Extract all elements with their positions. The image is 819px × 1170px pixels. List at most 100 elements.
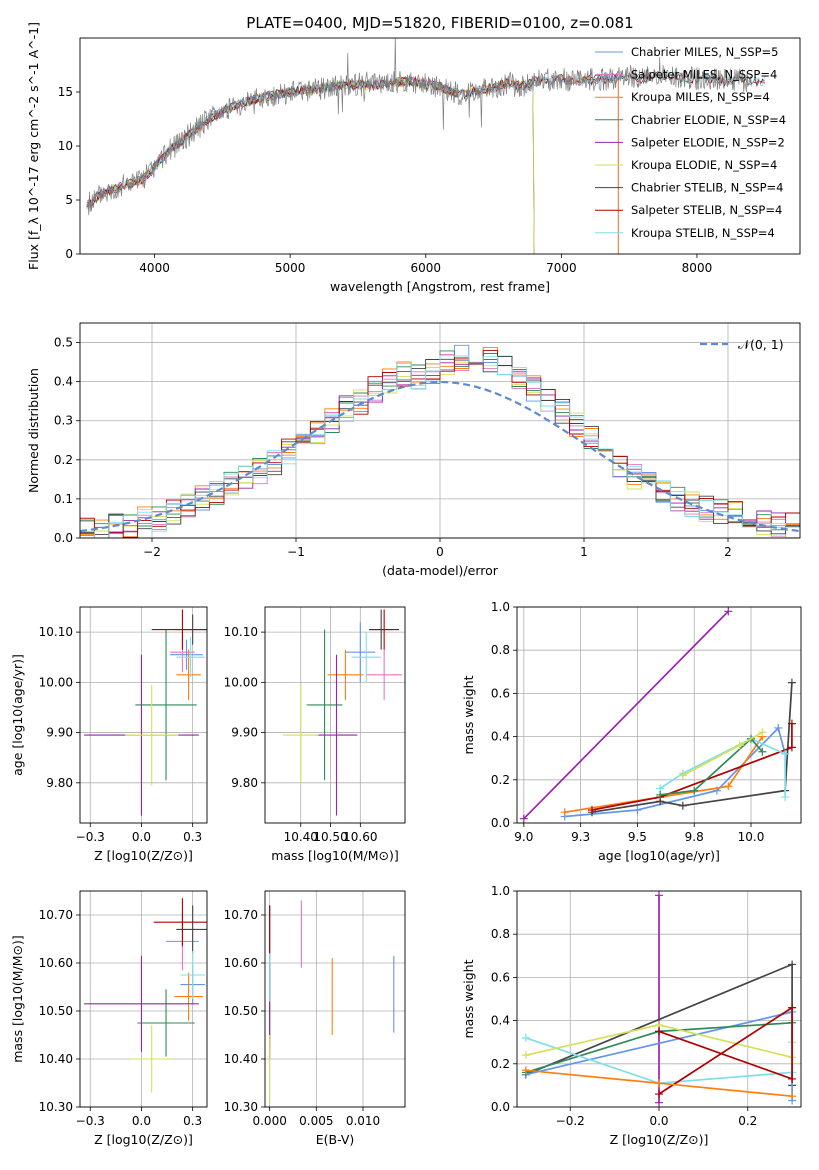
model-spectrum-line (86, 73, 619, 254)
legend-entry: Salpeter MILES, N_SSP=4 (631, 68, 777, 82)
x-tick-label: 0.2 (738, 1114, 757, 1128)
x-axis-label: Z [log10(Z/Z⊙)] (94, 848, 193, 863)
mass-weight-marker (655, 891, 663, 900)
legend-entry: Kroupa STELIB, N_SSP=4 (631, 226, 775, 240)
y-tick-label: 10.50 (224, 1004, 258, 1018)
mass-weight-vs-age-panel: 9.0 9.3 9.5 9.8 10.0 0.0 0.2 0.4 0.6 0.8 1.0 age [l… (461, 600, 802, 863)
plot-area (282, 609, 403, 816)
mass-vs-ebv-panel: 0.000 0.005 0.010 10.30 10.40 10.50 10.60 10.70… (224, 890, 406, 1147)
x-tick-label: 0.000 (252, 1114, 286, 1128)
mass-weight-marker (560, 808, 569, 817)
legend-entry: 𝒩(0, 1) (738, 337, 784, 352)
y-tick-label: 9.80 (231, 776, 258, 790)
y-axis-label: mass weight (461, 675, 476, 754)
y-tick-label: 0.3 (54, 414, 73, 428)
y-tick-label: 10.40 (224, 1052, 258, 1066)
plot-area (80, 344, 800, 538)
x-tick-label: −0.2 (556, 1114, 585, 1128)
x-axis-label: E(B-V) (316, 1132, 355, 1147)
y-tick-label: 0.0 (491, 1100, 510, 1114)
error-bar-point (176, 637, 205, 678)
x-axis-label: (data-model)/error (382, 563, 499, 578)
error-bar-point (131, 1025, 173, 1093)
mass-weight-marker (678, 771, 687, 780)
mass-weight-marker (758, 728, 767, 737)
mass-weight-marker (788, 1074, 797, 1083)
y-tick-label: 0.2 (491, 1057, 510, 1071)
x-tick-label: 9.0 (514, 830, 533, 844)
x-tick-label: 0.0 (132, 1114, 151, 1128)
mass-weight-marker (655, 1079, 663, 1088)
legend-entry: Chabrier MILES, N_SSP=5 (631, 45, 778, 59)
mass-vs-metallicity-panel: −0.3 0.0 0.3 10.30 10.40 10.50 10.60 10.70 Z [lo… (10, 890, 208, 1147)
y-axis-label: mass [log10(M/M⊙)] (10, 935, 25, 1063)
y-tick-label: 10.10 (224, 625, 258, 639)
mass-weight-marker (655, 1090, 663, 1099)
mass-weight-line (659, 737, 786, 798)
x-tick-label: 0.3 (183, 1114, 202, 1128)
error-bar-point (315, 654, 358, 816)
legend-entry: Salpeter STELIB, N_SSP=4 (631, 203, 782, 217)
gaussian-curve (80, 380, 800, 533)
error-bar-point (176, 649, 201, 700)
plot-area (269, 900, 395, 1103)
error-bar-point (137, 989, 195, 1057)
x-tick-label: 0 (436, 545, 444, 559)
y-tick-label: 0.2 (54, 453, 73, 467)
x-tick-label: 10.40 (284, 830, 318, 844)
mass-weight-vs-metallicity-panel: −0.2 0.0 0.2 0.0 0.2 0.4 0.6 0.8 1.0 Z [log10(Z/Z… (461, 884, 802, 1147)
y-tick-label: 10.10 (39, 625, 73, 639)
error-bar-point (345, 622, 376, 683)
y-tick-label: 10.00 (224, 675, 258, 689)
x-tick-label: 6000 (410, 261, 441, 275)
legend-entry: Kroupa ELODIE, N_SSP=4 (631, 158, 777, 172)
y-tick-label: 0.1 (54, 492, 73, 506)
y-tick-label: 0.6 (491, 970, 510, 984)
mass-weight-marker (587, 806, 596, 815)
figure-title: PLATE=0400, MJD=51820, FIBERID=0100, z=0… (246, 14, 633, 32)
mass-weight-line (591, 723, 793, 811)
y-tick-label: 0.4 (491, 730, 510, 744)
x-axis-label: Z [log10(Z/Z⊙)] (94, 1132, 193, 1147)
y-tick-label: 0.0 (54, 531, 73, 545)
x-tick-label: 0.0 (132, 830, 151, 844)
mass-weight-marker (781, 793, 790, 802)
histogram-step (80, 355, 800, 538)
error-bar-point (369, 609, 400, 650)
error-bar-point (306, 629, 343, 781)
x-tick-label: 4000 (139, 261, 170, 275)
error-bar-point (151, 609, 207, 650)
model-spectrum-line (86, 73, 619, 254)
y-axis-label: Normed distribution (26, 368, 41, 493)
y-tick-label: 9.90 (231, 726, 258, 740)
y-tick-label: 0.8 (491, 643, 510, 657)
observed-spectrum-line (86, 38, 752, 216)
y-tick-label: 10.00 (39, 675, 73, 689)
x-axis-label: Z [log10(Z/Z⊙)] (610, 1132, 709, 1147)
spectrum-panel: 4000 5000 6000 7000 8000 0 5 10 15 wavelength [An… (26, 22, 801, 294)
x-tick-label: 10.60 (343, 830, 377, 844)
mass-weight-marker (656, 790, 665, 799)
x-tick-label: 9.3 (571, 830, 590, 844)
x-axis-label: age [log10(age/yr)] (598, 848, 720, 863)
x-axis-label: wavelength [Angstrom, rest frame] (330, 279, 550, 294)
axes-frame (516, 606, 802, 824)
x-tick-label: −2 (143, 545, 161, 559)
axes-frame (264, 606, 406, 824)
mass-weight-marker (690, 786, 699, 795)
error-bar-point (351, 632, 382, 683)
error-bar-point (135, 629, 197, 781)
x-tick-label: 1 (580, 545, 588, 559)
y-axis-label: age [log10(age/yr)] (10, 654, 25, 776)
x-tick-label: 9.8 (685, 830, 704, 844)
mass-weight-line (523, 610, 729, 820)
y-tick-label: 0.4 (54, 375, 73, 389)
residuals-histogram-panel: −2 −1 0 1 2 0.0 0.1 0.2 0.3 0.4 0.5 (data-model)/er… (26, 322, 801, 578)
y-tick-label: 10.50 (39, 1004, 73, 1018)
mass-weight-marker (724, 782, 733, 791)
x-tick-label: 8000 (682, 261, 713, 275)
plot-area (84, 898, 207, 1093)
error-bar-point (84, 955, 199, 1052)
